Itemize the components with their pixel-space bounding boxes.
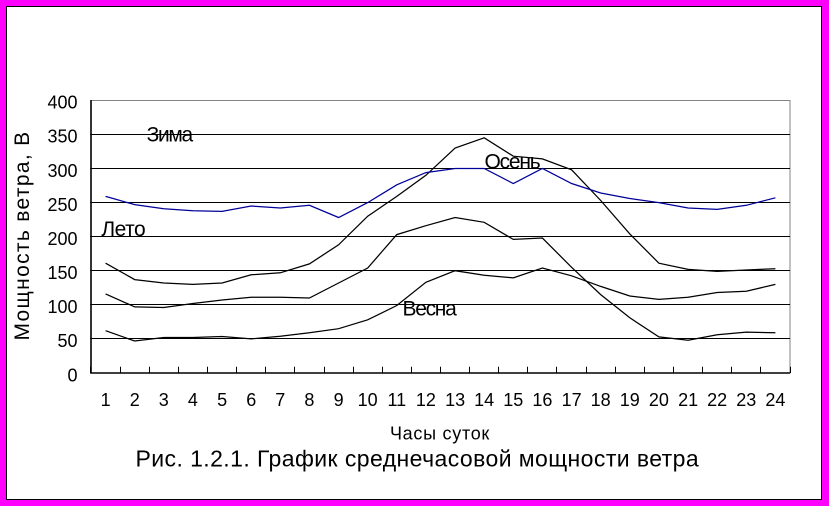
svg-text:23: 23: [736, 390, 756, 410]
svg-text:Весна: Весна: [403, 298, 458, 321]
svg-text:1: 1: [101, 390, 111, 410]
svg-text:300: 300: [47, 161, 77, 181]
svg-text:400: 400: [47, 93, 77, 113]
svg-text:24: 24: [765, 390, 785, 410]
svg-text:20: 20: [649, 390, 669, 410]
svg-text:5: 5: [217, 390, 227, 410]
svg-text:17: 17: [562, 390, 582, 410]
svg-text:Осень: Осень: [485, 151, 541, 174]
svg-text:3: 3: [159, 390, 169, 410]
svg-text:21: 21: [678, 390, 698, 410]
svg-text:10: 10: [358, 390, 378, 410]
svg-text:22: 22: [707, 390, 727, 410]
svg-text:150: 150: [47, 263, 77, 283]
svg-text:0: 0: [67, 365, 77, 385]
svg-text:Мощность ветра, В: Мощность ветра, В: [11, 130, 34, 340]
svg-text:14: 14: [474, 390, 494, 410]
svg-text:9: 9: [334, 390, 344, 410]
svg-text:4: 4: [188, 390, 198, 410]
svg-text:13: 13: [445, 390, 465, 410]
svg-text:Рис. 1.2.1. График среднечасов: Рис. 1.2.1. График среднечасовой мощност…: [136, 445, 700, 471]
svg-text:6: 6: [246, 390, 256, 410]
svg-text:2: 2: [130, 390, 140, 410]
svg-text:12: 12: [416, 390, 436, 410]
svg-text:50: 50: [57, 331, 77, 351]
svg-text:250: 250: [47, 195, 77, 215]
svg-text:Часы суток: Часы суток: [390, 424, 490, 444]
svg-text:15: 15: [503, 390, 523, 410]
svg-text:Зима: Зима: [147, 124, 194, 147]
svg-text:19: 19: [620, 390, 640, 410]
svg-text:200: 200: [47, 229, 77, 249]
svg-text:Лето: Лето: [101, 218, 145, 241]
svg-text:7: 7: [275, 390, 285, 410]
svg-text:16: 16: [532, 390, 552, 410]
svg-text:11: 11: [387, 390, 406, 410]
svg-text:100: 100: [47, 297, 77, 317]
svg-text:8: 8: [304, 390, 314, 410]
svg-text:18: 18: [591, 390, 611, 410]
svg-text:350: 350: [47, 127, 77, 147]
